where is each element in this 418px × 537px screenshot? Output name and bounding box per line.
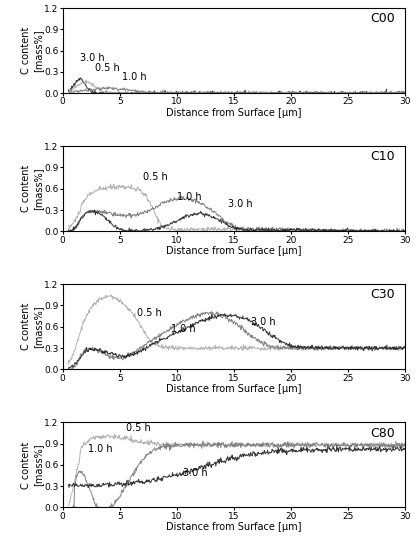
Text: C80: C80 <box>370 426 395 439</box>
X-axis label: Distance from Surface [μm]: Distance from Surface [μm] <box>166 522 302 532</box>
Y-axis label: C content
[mass%]: C content [mass%] <box>21 303 43 351</box>
Text: C10: C10 <box>370 150 395 163</box>
Text: 3.0 h: 3.0 h <box>183 468 207 477</box>
X-axis label: Distance from Surface [μm]: Distance from Surface [μm] <box>166 246 302 256</box>
Text: 0.5 h: 0.5 h <box>143 172 168 182</box>
Text: 3.0 h: 3.0 h <box>228 199 253 208</box>
Y-axis label: C content
[mass%]: C content [mass%] <box>21 441 43 489</box>
X-axis label: Distance from Surface [μm]: Distance from Surface [μm] <box>166 384 302 394</box>
Text: 3.0 h: 3.0 h <box>251 317 276 327</box>
Text: 0.5 h: 0.5 h <box>125 423 150 433</box>
Text: 1.0 h: 1.0 h <box>122 72 147 82</box>
Text: C30: C30 <box>370 288 395 301</box>
Y-axis label: C content
[mass%]: C content [mass%] <box>21 27 43 74</box>
Text: 0.5 h: 0.5 h <box>137 308 162 318</box>
Text: 0.5 h: 0.5 h <box>95 63 120 74</box>
Text: 1.0 h: 1.0 h <box>171 324 196 334</box>
Text: 1.0 h: 1.0 h <box>177 192 201 201</box>
Y-axis label: C content
[mass%]: C content [mass%] <box>21 165 43 213</box>
X-axis label: Distance from Surface [μm]: Distance from Surface [μm] <box>166 108 302 118</box>
Text: C00: C00 <box>370 12 395 25</box>
Text: 3.0 h: 3.0 h <box>80 54 104 63</box>
Text: 1.0 h: 1.0 h <box>88 444 112 454</box>
